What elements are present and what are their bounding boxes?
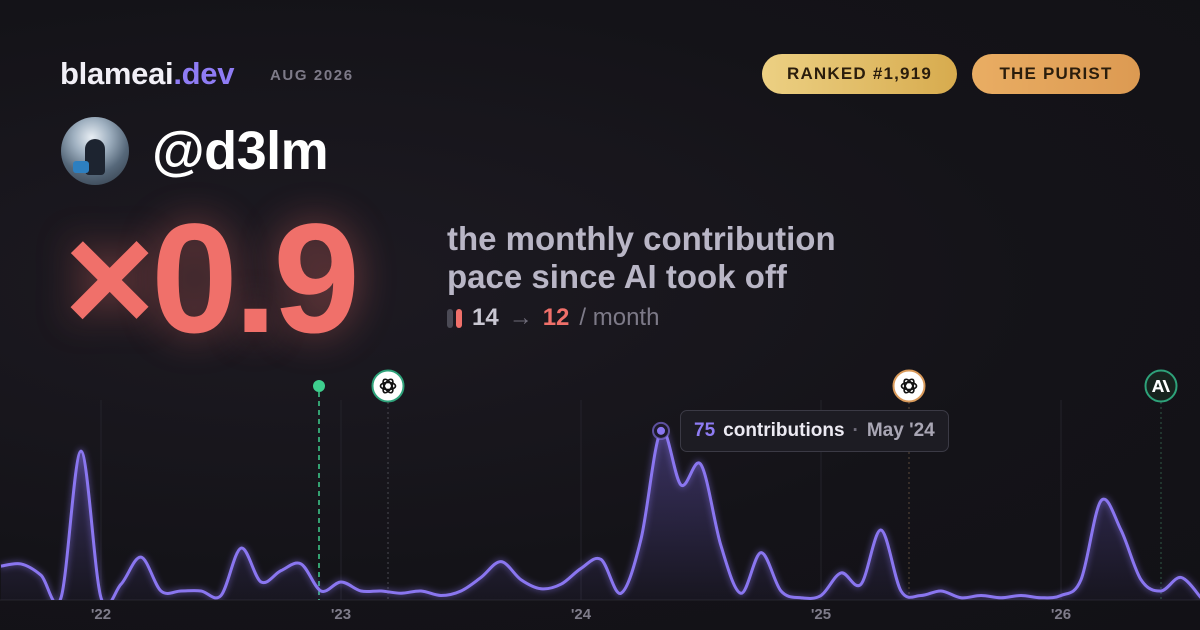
brand-tld: .dev [173, 56, 235, 91]
pace-after: 12 [542, 304, 570, 331]
tooltip-value: 75 [694, 420, 716, 441]
openai-icon [371, 369, 405, 403]
multiplier: ×0.9 [64, 192, 360, 366]
pace-unit: / month [579, 304, 660, 331]
x-tick-label: '22 [91, 606, 111, 623]
username: @d3lm [152, 121, 329, 181]
overlay [652, 421, 670, 440]
avatar [61, 117, 129, 185]
pace-arrow: → [508, 304, 533, 331]
tooltip: 75 contributions · May '24 [680, 410, 949, 452]
anthropic-icon [1144, 369, 1178, 403]
description: pace since AI took off [447, 258, 787, 295]
pace-before: 14 [472, 304, 499, 331]
x-tick-label: '25 [811, 606, 831, 623]
event-dot [313, 380, 325, 392]
brand-name: blameai [60, 56, 174, 91]
hover-point [657, 426, 665, 435]
x-tick-label: '23 [331, 606, 351, 623]
title-badge: THE PURIST [972, 54, 1140, 94]
tooltip-date: May '24 [866, 420, 935, 441]
description: the monthly contribution [447, 220, 836, 257]
openai-icon [892, 369, 926, 403]
x-tick-label: '26 [1051, 606, 1071, 623]
rank-badge: RANKED #1,919 [762, 54, 957, 94]
area [1, 430, 1200, 600]
date: AUG 2026 [270, 67, 354, 84]
x-tick-label: '24 [571, 606, 592, 623]
plot [0, 427, 1200, 600]
tooltip-separator: · [852, 420, 859, 441]
pace-stats: 14 → 12 / month [447, 304, 659, 332]
tooltip-label: contributions [723, 420, 845, 441]
pace-icon [447, 308, 462, 328]
line [0, 428, 1200, 600]
brand: blameai.dev [60, 56, 235, 92]
